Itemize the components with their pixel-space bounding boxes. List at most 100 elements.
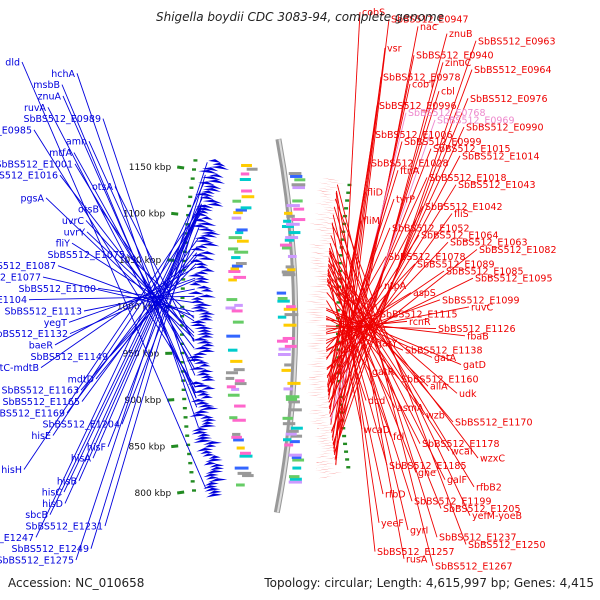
forward-gene-label: SbBS512_E1165 — [2, 397, 80, 408]
label-connector — [114, 186, 195, 343]
reverse-gene-label: SbBS512_E1052 — [392, 223, 470, 234]
label-connector — [327, 268, 392, 437]
gene-feature-mark — [228, 236, 242, 240]
reverse-gene-arrow — [314, 467, 335, 471]
gene-feature-mark — [227, 348, 238, 352]
reverse-gene-arrow — [311, 304, 332, 306]
forward-gene-arrow — [198, 317, 214, 321]
gene-feature-mark — [285, 397, 298, 401]
gene-feature-mark — [289, 440, 300, 444]
minor-tick — [343, 442, 348, 446]
gene-feature-mark — [288, 172, 302, 176]
gene-feature-mark — [277, 299, 290, 303]
gene-feature-mark — [239, 177, 251, 181]
reverse-gene-arrow — [307, 293, 323, 295]
minor-tick — [182, 250, 187, 254]
reverse-gene-label: allA — [430, 382, 448, 393]
gene-feature-mark — [284, 344, 297, 348]
gene-feature-mark — [291, 455, 302, 459]
label-connector — [42, 276, 195, 313]
forward-gene-arrow — [200, 450, 213, 454]
forward-gene-arrow — [205, 458, 223, 463]
minor-tick — [193, 159, 198, 162]
gene-feature-mark — [232, 418, 246, 422]
gene-feature-mark — [288, 453, 302, 457]
gene-feature-mark — [225, 306, 236, 310]
minor-tick — [187, 204, 192, 208]
reverse-gene-arrow — [309, 420, 325, 422]
forward-gene-arrow — [206, 202, 224, 207]
forward-gene-arrow — [193, 212, 208, 217]
scale-tick-label: 850 kbp — [129, 443, 166, 453]
minor-tick — [342, 434, 347, 438]
reverse-gene-arrow — [318, 227, 338, 230]
forward-gene-arrow — [197, 433, 211, 437]
minor-tick — [180, 296, 185, 299]
forward-gene-arrow — [202, 441, 223, 445]
reverse-gene-arrow — [308, 394, 323, 396]
reverse-gene-arrow — [315, 455, 330, 458]
forward-gene-arrow — [193, 218, 207, 223]
minor-tick — [192, 489, 197, 492]
reverse-gene-label: fliS — [454, 209, 469, 220]
minor-tick — [180, 351, 185, 355]
minor-tick — [344, 207, 349, 210]
forward-gene-arrow — [208, 455, 221, 459]
forward-gene-arrow — [197, 424, 217, 428]
gene-feature-mark — [282, 273, 296, 277]
label-connector — [68, 277, 196, 323]
reverse-gene-arrow — [306, 379, 321, 380]
reverse-gene-label: SbBS512_E1178 — [422, 439, 500, 450]
scale-tick-label: 950 kbp — [123, 349, 160, 359]
reverse-gene-label: SbBS512_E1257 — [377, 547, 455, 558]
gene-feature-mark — [285, 395, 300, 399]
forward-gene-arrow — [197, 257, 215, 261]
minor-tick — [180, 333, 185, 336]
reverse-gene-label: znuB — [449, 29, 473, 40]
reverse-gene-label: SbBS512_E0947 — [391, 15, 469, 26]
label-connector — [328, 257, 388, 466]
minor-tick — [182, 406, 187, 410]
forward-gene-arrow — [190, 224, 210, 229]
minor-tick — [341, 230, 346, 233]
gene-feature-mark — [283, 438, 292, 442]
forward-gene-arrow — [212, 162, 226, 167]
scale-tick-label: 800 kbp — [135, 489, 172, 499]
reverse-gene-label: gatA — [434, 353, 457, 364]
gene-feature-mark — [276, 339, 288, 343]
forward-gene-arrow — [199, 196, 214, 200]
forward-gene-arrow — [194, 271, 209, 275]
gene-feature-mark — [241, 189, 252, 193]
forward-gene-arrow — [187, 381, 205, 385]
minor-tick — [180, 314, 185, 318]
reverse-gene-arrow — [317, 414, 331, 416]
minor-tick — [182, 259, 187, 263]
reverse-gene-arrow — [318, 289, 331, 290]
reverse-gene-label: SbBS512_E1014 — [462, 151, 540, 162]
gene-feature-mark — [288, 231, 301, 235]
forward-gene-arrow — [205, 469, 224, 474]
reverse-gene-arrow — [321, 211, 340, 215]
forward-gene-arrow — [201, 190, 215, 194]
minor-tick — [183, 416, 188, 419]
forward-gene-arrow — [197, 404, 215, 408]
accession-text: Accession: NC_010658 — [8, 576, 145, 590]
reverse-gene-arrow — [309, 262, 326, 264]
gene-feature-mark — [285, 236, 299, 240]
label-connector — [81, 246, 198, 402]
reverse-gene-arrow — [311, 371, 324, 372]
reverse-gene-label: SbBS512_E0996 — [379, 101, 457, 112]
reverse-gene-label: tyrP — [396, 195, 415, 206]
reverse-gene-label: rfbB2 — [476, 482, 502, 493]
reverse-gene-label: gne — [418, 468, 436, 479]
gene-feature-mark — [290, 426, 303, 430]
gene-feature-mark — [290, 434, 303, 438]
gene-feature-mark — [287, 268, 296, 272]
forward-gene-arrow — [191, 253, 208, 257]
minor-tick — [185, 434, 190, 437]
forward-gene-arrow — [201, 176, 222, 181]
label-connector — [326, 241, 449, 371]
minor-tick — [181, 269, 186, 272]
gene-feature-mark — [283, 387, 293, 391]
forward-gene-arrow — [198, 311, 216, 315]
